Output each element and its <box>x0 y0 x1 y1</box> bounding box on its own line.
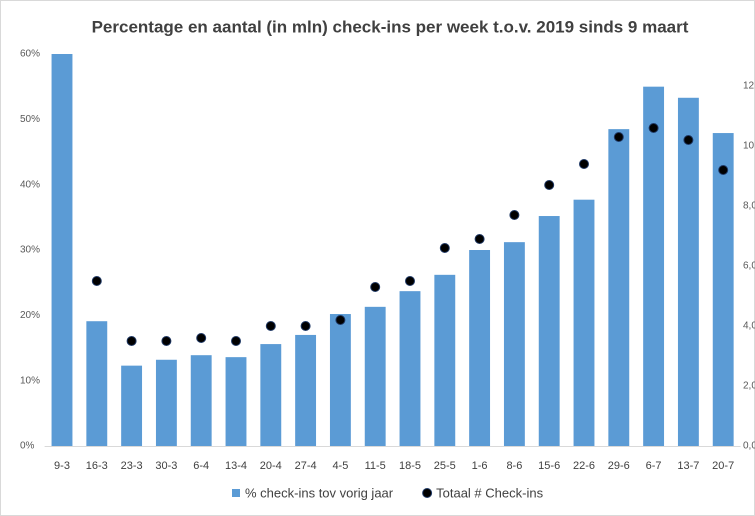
dot <box>91 276 102 286</box>
legend-swatch <box>422 488 433 498</box>
bar <box>503 242 525 446</box>
y2-tick-label: 4,0 <box>743 321 755 332</box>
bar <box>121 365 143 446</box>
bar <box>712 133 734 446</box>
dot <box>231 336 241 346</box>
y2-tick-label: 2,0 <box>743 381 755 392</box>
dot <box>196 333 207 343</box>
dot <box>300 321 311 331</box>
bar <box>573 199 595 446</box>
bar <box>538 216 560 446</box>
bar <box>608 129 630 446</box>
legend-swatch <box>232 489 240 497</box>
dot <box>648 123 659 133</box>
y2-tick-label: 6,0 <box>743 261 755 272</box>
x-tick-label: 13-7 <box>677 460 699 472</box>
legend-label: % check-ins tov vorig jaar <box>245 485 394 500</box>
dot <box>683 135 694 145</box>
dot <box>370 282 381 292</box>
bar <box>51 54 73 446</box>
dot <box>405 276 415 286</box>
y2-tick-label: 10,0 <box>743 141 755 152</box>
x-tick-label: 23-3 <box>121 460 143 472</box>
dot <box>579 159 589 169</box>
x-tick-label: 9-3 <box>54 460 70 472</box>
dot <box>544 180 555 190</box>
y-tick-label: 10% <box>20 375 40 386</box>
bar <box>329 314 351 446</box>
x-tick-label: 11-5 <box>365 460 386 472</box>
x-tick-label: 16-3 <box>86 460 108 472</box>
x-tick-label: 27-4 <box>295 460 317 472</box>
x-tick-label: 30-3 <box>155 460 177 472</box>
dot <box>613 132 624 142</box>
bar <box>225 357 247 446</box>
dot <box>718 165 729 175</box>
legend-label: Totaal # Check-ins <box>436 485 543 500</box>
bar <box>677 97 699 447</box>
bar <box>190 355 212 446</box>
x-tick-label: 15-6 <box>538 460 560 472</box>
bar <box>155 359 177 446</box>
bar <box>295 334 317 446</box>
y-tick-label: 0% <box>20 441 35 452</box>
y2-tick-label: 12,0 <box>743 81 755 92</box>
dot <box>161 336 172 346</box>
x-tick-label: 22-6 <box>573 460 595 472</box>
x-tick-label: 29-6 <box>608 460 630 472</box>
bar <box>86 321 108 446</box>
dot <box>509 210 520 220</box>
y2-tick-label: 8,0 <box>743 201 755 212</box>
x-tick-label: 20-7 <box>712 460 734 472</box>
bar <box>469 250 491 446</box>
bar <box>434 274 456 446</box>
bar <box>399 291 421 446</box>
bar <box>364 306 386 446</box>
y-tick-label: 40% <box>20 179 40 190</box>
y-tick-label: 50% <box>20 114 40 125</box>
x-tick-label: 1-6 <box>472 460 488 472</box>
dot <box>265 321 276 331</box>
y-tick-label: 60% <box>20 49 40 60</box>
dot <box>335 315 346 325</box>
x-tick-label: 13-4 <box>225 460 247 472</box>
x-tick-label: 4-5 <box>332 460 348 472</box>
x-tick-label: 6-4 <box>193 460 209 472</box>
y-tick-label: 20% <box>20 310 40 321</box>
x-tick-label: 20-4 <box>260 460 282 472</box>
bar <box>260 344 282 446</box>
dot <box>474 234 485 244</box>
x-tick-label: 8-6 <box>506 460 522 472</box>
dot <box>439 243 450 253</box>
dot <box>126 336 137 346</box>
chart-title: Percentage en aantal (in mln) check-ins … <box>92 17 689 36</box>
x-tick-label: 18-5 <box>399 460 421 472</box>
y-tick-label: 30% <box>20 245 40 256</box>
x-tick-label: 6-7 <box>646 460 662 472</box>
y2-tick-label: 0,0 <box>743 441 755 452</box>
bar <box>643 86 665 447</box>
x-tick-label: 25-5 <box>434 460 456 472</box>
